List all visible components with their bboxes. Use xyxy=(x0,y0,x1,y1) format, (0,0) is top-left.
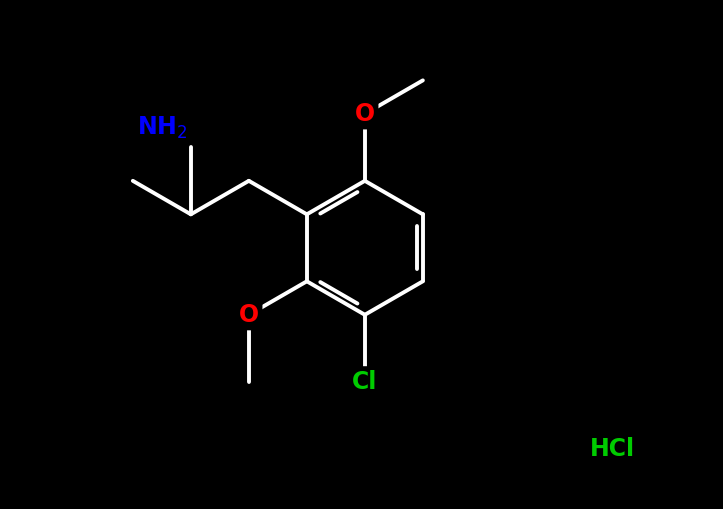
Text: O: O xyxy=(355,102,375,126)
Text: O: O xyxy=(239,303,259,327)
Text: NH$_2$: NH$_2$ xyxy=(137,115,187,140)
Text: Cl: Cl xyxy=(352,370,377,394)
Text: HCl: HCl xyxy=(590,437,636,461)
